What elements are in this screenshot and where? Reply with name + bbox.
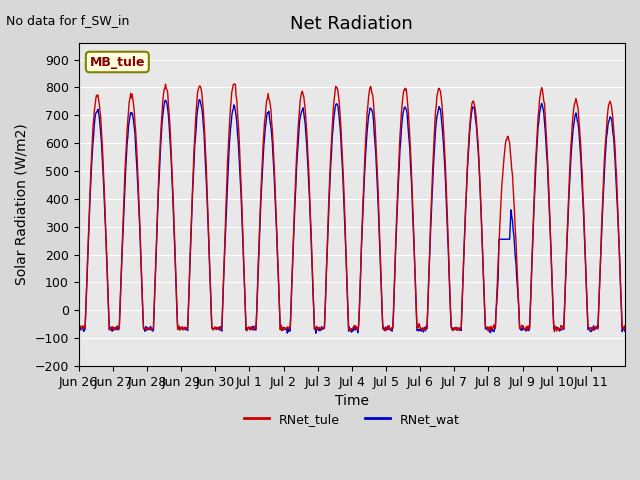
RNet_tule	[440, 122, 447, 128]
Legend: RNet_tule, RNet_wat: RNet_tule, RNet_wat	[239, 408, 465, 431]
RNet_tule	[230, 81, 238, 87]
RNet_wat	[312, 330, 320, 336]
RNet_wat	[75, 327, 83, 333]
Title: Net Radiation: Net Radiation	[291, 15, 413, 33]
RNet_wat	[267, 124, 275, 130]
RNet_wat	[410, 229, 417, 235]
RNet_wat	[288, 286, 296, 292]
Line: RNet_wat: RNet_wat	[79, 100, 625, 333]
RNet_wat	[196, 97, 204, 103]
RNet_tule	[240, 263, 248, 269]
RNet_tule	[288, 285, 296, 291]
Line: RNet_tule: RNet_tule	[79, 84, 625, 332]
RNet_wat	[240, 266, 248, 272]
RNet_tule	[75, 324, 83, 330]
RNet_wat	[621, 328, 629, 334]
RNet_wat	[440, 152, 448, 157]
Y-axis label: Solar Radiation (W/m2): Solar Radiation (W/m2)	[15, 123, 29, 285]
RNet_tule	[550, 329, 558, 335]
Text: MB_tule: MB_tule	[90, 56, 145, 69]
RNet_wat	[139, 308, 147, 314]
X-axis label: Time: Time	[335, 394, 369, 408]
Text: No data for f_SW_in: No data for f_SW_in	[6, 14, 130, 27]
RNet_tule	[139, 307, 147, 313]
RNet_tule	[409, 203, 417, 209]
RNet_tule	[621, 323, 629, 328]
RNet_tule	[267, 107, 275, 113]
